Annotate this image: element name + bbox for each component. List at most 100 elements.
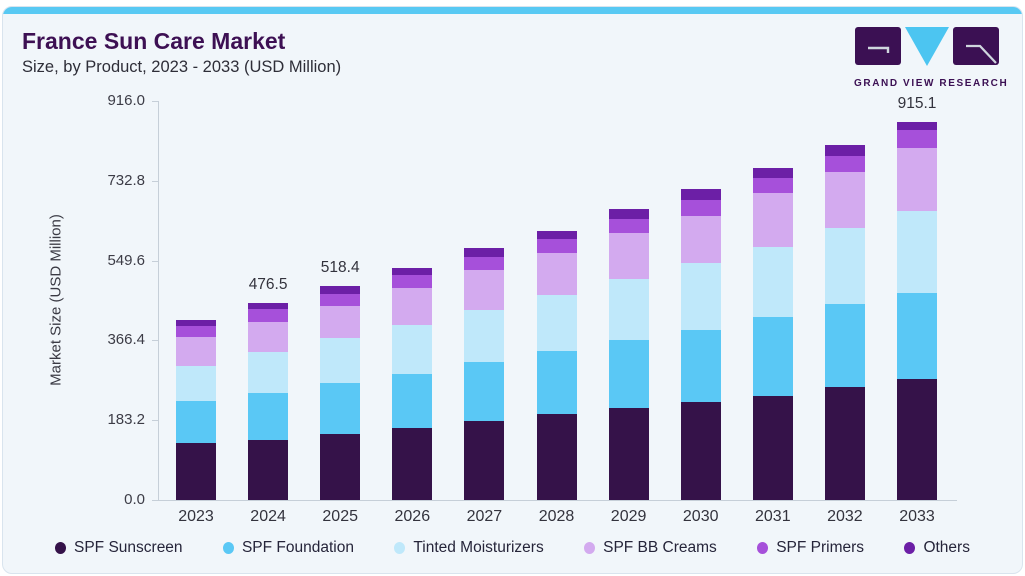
bar-segment-2027-spf-sunscreen <box>464 421 505 500</box>
bar-segment-2031-others <box>752 168 793 178</box>
bar-segment-2023-spf-bb-creams <box>176 336 216 366</box>
bar-segment-2032-spf-sunscreen <box>824 387 865 500</box>
bar-segment-2031-tinted-moisturizers <box>752 246 793 318</box>
x-tick-label-2030: 2030 <box>682 508 719 525</box>
bar-segment-2026-spf-bb-creams <box>392 288 433 325</box>
y-tick-mark <box>152 260 158 262</box>
bar-segment-2026-others <box>392 268 433 276</box>
bar-segment-2028-spf-bb-creams <box>536 253 577 295</box>
bar-segment-2028-spf-foundation <box>536 350 577 414</box>
x-tick-label-2031: 2031 <box>755 508 791 525</box>
legend-item-spf-primers: SPF Primers <box>757 539 864 557</box>
bar-segment-2032-tinted-moisturizers <box>824 228 865 305</box>
chart-legend: SPF Sunscreen SPF Foundation Tinted Moistu… <box>55 536 970 560</box>
bar-segment-2030-spf-bb-creams <box>680 215 721 264</box>
y-tick-mark <box>152 101 158 102</box>
legend-dot-icon <box>757 542 769 554</box>
bar-segment-2031-spf-sunscreen <box>752 395 793 500</box>
bar-segment-2029-spf-foundation <box>608 339 649 408</box>
legend-label: SPF Foundation <box>241 539 354 556</box>
bar-segment-2029-tinted-moisturizers <box>608 279 649 340</box>
legend-dot-icon <box>904 542 916 554</box>
bar-segment-2025-tinted-moisturizers <box>320 338 361 384</box>
bar-segment-2023-others <box>176 319 216 326</box>
legend-label: SPF Primers <box>776 539 865 556</box>
legend-dot-icon <box>584 542 596 554</box>
x-tick-label-2029: 2029 <box>610 508 647 525</box>
bar-segment-2027-spf-foundation <box>464 362 505 422</box>
legend-dot-icon <box>394 542 406 554</box>
bar-total-label-2033: 915.1 <box>897 95 937 113</box>
y-tick-label: 732.8 <box>107 171 145 189</box>
bar-segment-2025-spf-bb-creams <box>320 305 361 339</box>
y-tick-label: 916.0 <box>107 92 145 109</box>
legend-label: SPF Sunscreen <box>74 539 183 556</box>
bar-segment-2025-spf-primers <box>320 293 361 306</box>
bar-segment-2031-spf-foundation <box>752 317 793 396</box>
x-tick-label-2032: 2032 <box>827 508 863 525</box>
bar-segment-2032-spf-foundation <box>824 304 865 388</box>
legend-item-spf-sunscreen: SPF Sunscreen <box>55 539 183 557</box>
bar-segment-2026-tinted-moisturizers <box>392 324 433 374</box>
bar-segment-2026-spf-primers <box>392 275 433 289</box>
bar-segment-2024-spf-foundation <box>248 393 289 440</box>
bar-segment-2027-others <box>464 248 505 257</box>
bar-segment-2027-spf-bb-creams <box>464 270 505 310</box>
bar-segment-2031-spf-bb-creams <box>752 192 793 247</box>
bar-segment-2028-spf-sunscreen <box>536 413 577 500</box>
bar-segment-2024-spf-sunscreen <box>248 439 289 500</box>
page-title: France Sun Care Market <box>22 28 286 54</box>
legend-dot-icon <box>55 542 66 554</box>
bar-segment-2027-tinted-moisturizers <box>464 309 505 363</box>
bar-segment-2030-spf-primers <box>680 199 721 216</box>
bar-segment-2027-spf-primers <box>464 256 505 271</box>
bar-segment-2023-spf-foundation <box>176 400 216 444</box>
x-tick-label-2027: 2027 <box>466 508 503 525</box>
x-tick-label-2033: 2033 <box>899 508 935 525</box>
y-tick-mark <box>152 340 158 342</box>
bar-segment-2029-others <box>608 209 649 220</box>
y-tick-mark <box>152 420 158 422</box>
bar-segment-2023-spf-primers <box>176 325 216 337</box>
x-tick-label-2023: 2023 <box>178 508 214 525</box>
bar-segment-2033-others <box>897 122 937 130</box>
legend-item-others: Others <box>904 539 970 557</box>
bar-segment-2024-spf-bb-creams <box>248 321 289 352</box>
x-tick-label-2026: 2026 <box>394 508 431 525</box>
brand-name: GRAND VIEW RESEARCH <box>854 78 1009 89</box>
bar-segment-2032-spf-bb-creams <box>824 171 865 229</box>
x-tick-label-2024: 2024 <box>250 508 286 525</box>
y-tick-label: 0.0 <box>124 491 145 508</box>
bar-segment-2028-spf-primers <box>536 238 577 254</box>
bar-segment-2028-others <box>536 230 577 239</box>
bar-segment-2028-tinted-moisturizers <box>536 294 577 351</box>
page-subtitle: Size, by Product, 2023 - 2033 (USD Milli… <box>22 58 342 76</box>
y-axis-title: Market Size (USD Million) <box>47 214 65 386</box>
bar-segment-2029-spf-sunscreen <box>608 407 649 500</box>
bar-segment-2023-spf-sunscreen <box>176 443 216 500</box>
bar-segment-2030-spf-foundation <box>680 329 721 402</box>
legend-label: SPF BB Creams <box>603 539 717 556</box>
bar-total-label-2025: 518.4 <box>320 259 360 277</box>
bar-segment-2026-spf-sunscreen <box>392 427 433 500</box>
bar-segment-2030-tinted-moisturizers <box>680 263 721 330</box>
y-tick-label: 549.6 <box>107 251 145 269</box>
bar-segment-2033-spf-foundation <box>897 293 937 379</box>
bar-segment-2029-spf-bb-creams <box>608 233 649 280</box>
bar-segment-2024-spf-primers <box>248 309 289 322</box>
bar-segment-2025-spf-foundation <box>320 383 361 434</box>
bar-segment-2025-spf-sunscreen <box>320 433 361 500</box>
y-tick-label: 366.4 <box>107 331 145 349</box>
bar-segment-2023-tinted-moisturizers <box>176 365 216 401</box>
bar-total-label-2024: 476.5 <box>248 276 288 294</box>
x-tick-label-2028: 2028 <box>538 508 575 525</box>
legend-dot-icon <box>222 542 234 554</box>
y-tick-mark <box>152 500 158 501</box>
x-tick-label-2025: 2025 <box>322 508 358 525</box>
bar-segment-2030-others <box>680 189 721 200</box>
bar-segment-2024-tinted-moisturizers <box>248 351 289 394</box>
x-axis-line <box>158 500 957 501</box>
y-axis-line <box>158 101 159 500</box>
legend-label: Tinted Moisturizers <box>413 539 544 556</box>
